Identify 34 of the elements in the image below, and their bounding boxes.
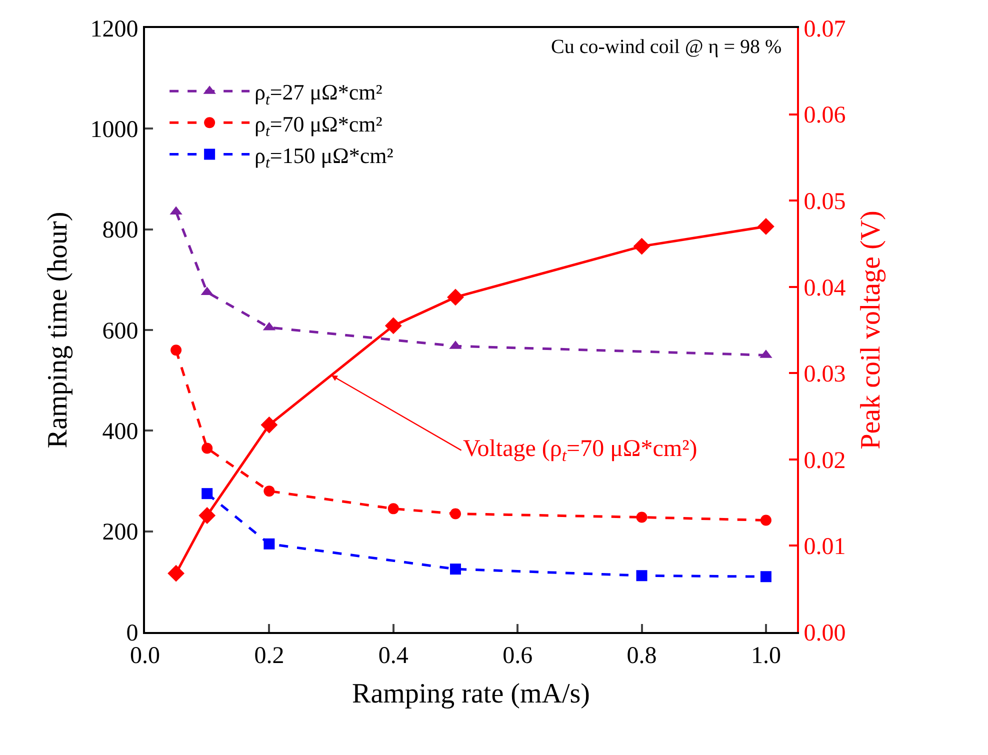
point [633,238,650,255]
point [260,416,278,434]
point [198,507,216,524]
y2-axis-title: Peak coil voltage (V) [855,210,886,450]
y-axis-title: Ramping time (hour) [42,212,74,448]
x-tick-label: 0.2 [254,642,284,669]
y-tick-label: 400 [102,419,138,446]
y-tick-label: 1000 [90,117,138,144]
annotation: Voltage (ρ$_{t}$=70 μΩ*cm²) [463,436,698,466]
y-tick-label: 1200 [90,16,138,42]
y2-tick-label: 0.02 [804,448,846,474]
x-tick-label: 0.8 [626,642,657,669]
y2-tick-label: 0.04 [804,275,846,302]
x-tick-label: 0.6 [502,642,533,669]
y2-tick-label: 0.06 [804,102,846,129]
point [168,564,184,582]
point [384,317,402,334]
legend-label: ρ$_{t}$=150 μΩ*cm² [254,142,394,172]
x-tick-label: 1.0 [750,642,781,669]
x-tick-label: 0.4 [378,642,408,669]
y2-tick-label: 0.07 [804,16,846,42]
y2-tick-label: 0.01 [804,534,846,560]
y-tick-label: 200 [102,520,138,546]
y2-tick-label: 0.00 [804,620,846,646]
legend-label: ρ$_{t}$=27 μΩ*cm² [254,80,383,108]
annotation: Cu co-wind coil @ η = 98 % [551,36,782,58]
x-axis-title: Ramping rate (mA/s) [352,678,590,710]
y2-tick-label: 0.05 [804,188,846,215]
legend-label: ρ$_{t}$=70 μΩ*cm² [254,111,383,140]
point [447,288,464,306]
y-tick-label: 600 [102,318,138,344]
y-tick-label: 800 [102,218,138,244]
y2-tick-label: 0.03 [804,362,846,388]
point [758,218,774,235]
